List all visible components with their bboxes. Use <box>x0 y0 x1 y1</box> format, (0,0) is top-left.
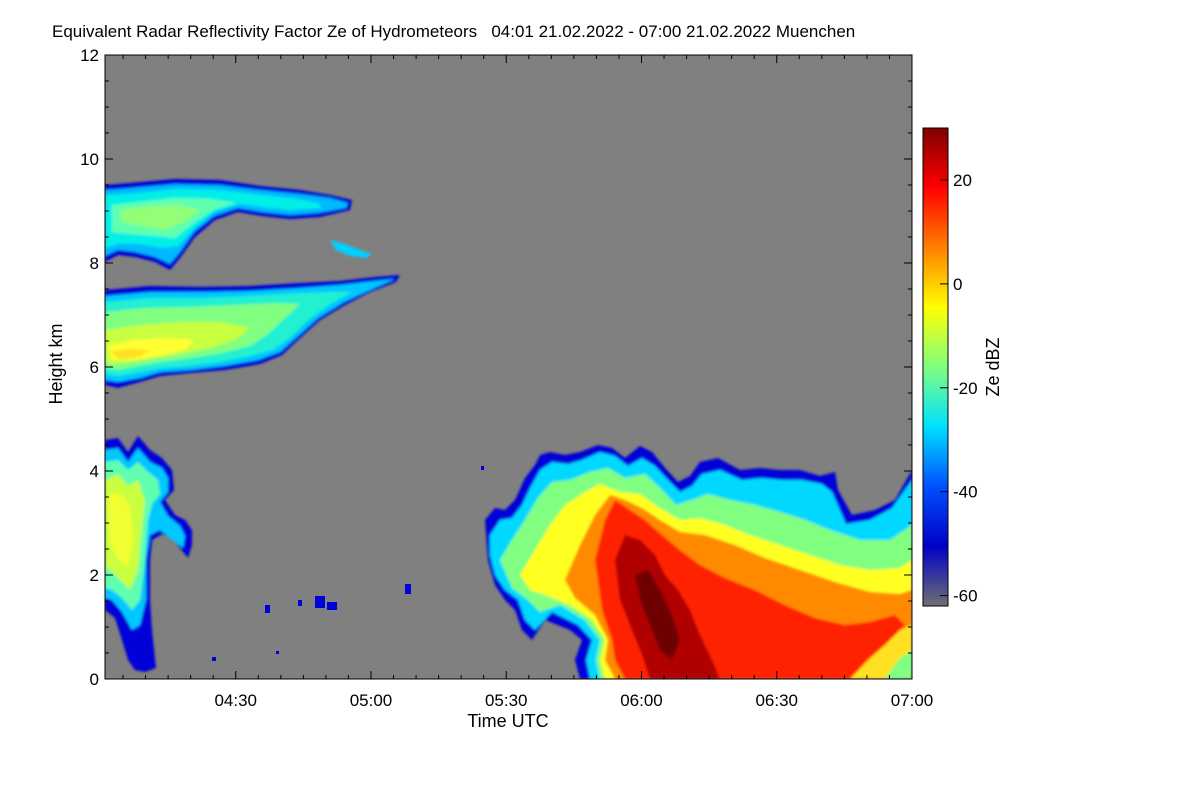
colorbar-label: Ze dBZ <box>983 337 1003 396</box>
colorbar-scale <box>922 127 949 607</box>
x-axis-label: Time UTC <box>467 711 548 731</box>
echo-layer <box>105 179 912 679</box>
colorbar-tick-label: -60 <box>953 587 978 606</box>
main-precipitation-echo <box>485 445 912 679</box>
x-tick-label: 06:30 <box>755 691 798 710</box>
y-tick-label: 8 <box>90 254 99 273</box>
y-tick-label: 10 <box>80 150 99 169</box>
y-tick-label: 0 <box>90 670 99 689</box>
x-tick-label: 07:00 <box>891 691 934 710</box>
colorbar-tick-label: -20 <box>953 379 978 398</box>
chart-title: Equivalent Radar Reflectivity Factor Ze … <box>52 22 856 41</box>
y-axis-label: Height km <box>46 323 66 404</box>
scattered-low-echoes <box>212 466 484 661</box>
mid-level-echo <box>105 275 400 388</box>
x-axis: 04:30 05:00 05:30 06:00 06:30 07:00 <box>122 55 934 710</box>
y-tick-label: 6 <box>90 358 99 377</box>
colorbar-tick-label: 0 <box>953 275 962 294</box>
upper-cirrus-echo <box>105 179 372 270</box>
x-tick-label: 04:30 <box>214 691 257 710</box>
y-tick-label: 2 <box>90 566 99 585</box>
x-tick-label: 05:30 <box>485 691 528 710</box>
y-tick-label: 12 <box>80 46 99 65</box>
x-tick-label: 05:00 <box>350 691 393 710</box>
low-level-left-echo <box>105 436 192 672</box>
y-tick-label: 4 <box>90 462 99 481</box>
colorbar: 20 0 -20 -40 -60 <box>922 127 978 607</box>
colorbar-tick-label: 20 <box>953 171 972 190</box>
colorbar-tick-label: -40 <box>953 483 978 502</box>
y-axis: 0 2 4 6 8 10 12 <box>80 46 912 689</box>
x-tick-label: 06:00 <box>620 691 663 710</box>
